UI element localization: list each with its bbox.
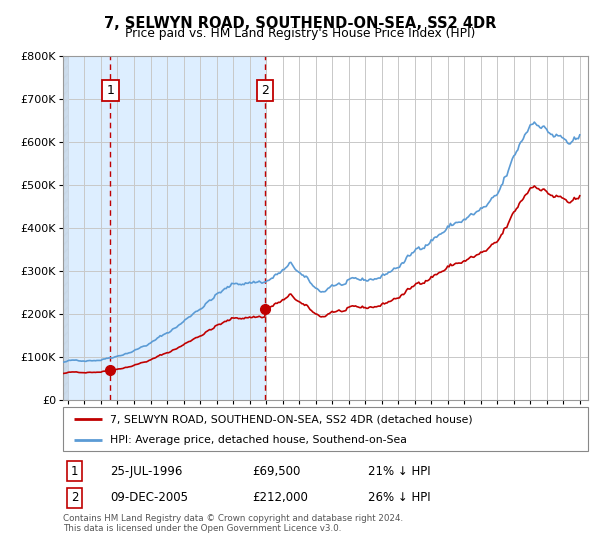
Text: 21% ↓ HPI: 21% ↓ HPI bbox=[367, 465, 430, 478]
Text: 1: 1 bbox=[71, 465, 78, 478]
Text: 25-JUL-1996: 25-JUL-1996 bbox=[110, 465, 182, 478]
Text: 2: 2 bbox=[261, 84, 269, 97]
Text: HPI: Average price, detached house, Southend-on-Sea: HPI: Average price, detached house, Sout… bbox=[110, 435, 407, 445]
Text: 2: 2 bbox=[71, 491, 78, 505]
Text: Price paid vs. HM Land Registry's House Price Index (HPI): Price paid vs. HM Land Registry's House … bbox=[125, 27, 475, 40]
Text: £212,000: £212,000 bbox=[252, 491, 308, 505]
Text: 1: 1 bbox=[106, 84, 115, 97]
Text: 7, SELWYN ROAD, SOUTHEND-ON-SEA, SS2 4DR: 7, SELWYN ROAD, SOUTHEND-ON-SEA, SS2 4DR bbox=[104, 16, 496, 31]
Text: £69,500: £69,500 bbox=[252, 465, 301, 478]
FancyBboxPatch shape bbox=[63, 407, 588, 451]
Text: 7, SELWYN ROAD, SOUTHEND-ON-SEA, SS2 4DR (detached house): 7, SELWYN ROAD, SOUTHEND-ON-SEA, SS2 4DR… bbox=[110, 414, 473, 424]
Text: 26% ↓ HPI: 26% ↓ HPI bbox=[367, 491, 430, 505]
Bar bbox=[63, 56, 68, 400]
Bar bbox=[63, 56, 265, 400]
Text: 09-DEC-2005: 09-DEC-2005 bbox=[110, 491, 188, 505]
Text: Contains HM Land Registry data © Crown copyright and database right 2024.
This d: Contains HM Land Registry data © Crown c… bbox=[63, 514, 403, 534]
